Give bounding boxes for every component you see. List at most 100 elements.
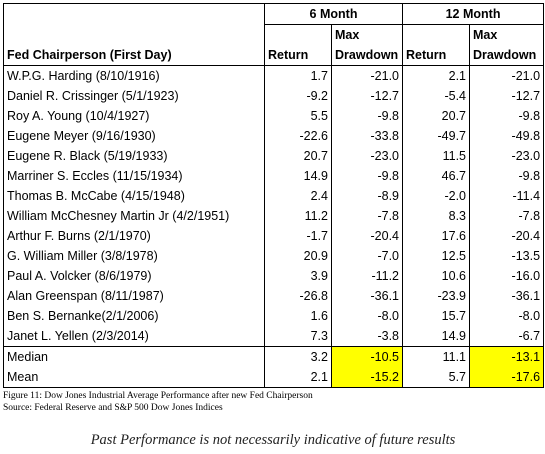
chairperson-name: Arthur F. Burns (2/1/1970) [3, 226, 265, 246]
return-12m-cell: 10.6 [441, 269, 467, 283]
return-6m-cell: 3.2 [264, 346, 332, 367]
chairperson-name: G. William Miller (3/8/1978) [3, 246, 265, 266]
header-fed-chairperson: Fed Chairperson (First Day) [3, 45, 265, 66]
drawdown-6m-cell: -7.8 [330, 206, 404, 226]
caption-title: Figure 11: Dow Jones Industrial Average … [3, 391, 313, 401]
header-12-month: 12 Month [402, 3, 545, 25]
table-row: Paul A. Volcker (8/6/1979) 3.9 -11.2 10.6 -1… [3, 266, 545, 286]
return-12m-cell: -49.7 [437, 129, 467, 143]
chairperson-name: William McChesney Martin Jr (4/2/1951) [3, 206, 265, 226]
return-6m-cell: 14.9 [303, 169, 328, 183]
header-max-12m: Max [469, 24, 545, 45]
header-drawdown-12m: Drawdown [469, 45, 545, 66]
return-6m-cell: 20.9 [303, 249, 328, 263]
return-6m-cell: 20.7 [303, 149, 328, 163]
drawdown-6m-cell: -10.5 [330, 346, 404, 367]
drawdown-6m-cell: -12.7 [330, 86, 404, 106]
return-6m-cell: 1.6 [310, 309, 328, 323]
caption-source: Source: Federal Reserve and S&P 500 Dow … [3, 402, 223, 413]
header-6-month: 6 Month [264, 3, 404, 25]
return-6m-cell: 7.3 [310, 329, 328, 343]
return-6m-cell: 2.4 [310, 189, 328, 203]
header-blank-cell [3, 24, 265, 45]
return-6m-cell: 2.1 [264, 367, 332, 388]
table-row: William McChesney Martin Jr (4/2/1951) 11… [3, 206, 545, 226]
table-row: Janet L. Yellen (2/3/2014) 7.3 -3.8 14.9 -6.… [3, 326, 545, 347]
return-12m-cell: 14.9 [441, 329, 467, 343]
chairperson-name: Marriner S. Eccles (11/15/1934) [3, 166, 265, 186]
drawdown-12m-cell: -36.1 [469, 286, 545, 306]
chairperson-name: Roy A. Young (10/4/1927) [3, 106, 265, 126]
table-row: Marriner S. Eccles (11/15/1934) 14.9 -9.8 4… [3, 166, 545, 186]
drawdown-12m-cell: -9.8 [469, 106, 545, 126]
header-return-6m: Return [264, 45, 332, 66]
drawdown-6m-cell: -7.0 [330, 246, 404, 266]
return-12m-cell: 5.7 [402, 367, 470, 388]
return-12m-cell: 2.1 [448, 69, 467, 83]
chairperson-name: W.P.G. Harding (8/10/1916) [3, 65, 265, 86]
table-row: G. William Miller (3/8/1978) 20.9 -7.0 12.5… [3, 246, 545, 266]
drawdown-12m-cell: -6.7 [469, 326, 545, 347]
return-6m-cell: -26.8 [299, 289, 329, 303]
return-6m-cell: -1.7 [306, 229, 328, 243]
drawdown-6m-cell: -9.8 [330, 106, 404, 126]
header-top-row: Max Max [3, 24, 545, 46]
drawdown-12m-cell: -8.0 [469, 306, 545, 326]
chairperson-name: Eugene R. Black (5/19/1933) [3, 146, 265, 166]
drawdown-6m-cell: -15.2 [330, 367, 404, 388]
header-blank-cell [3, 3, 265, 25]
table-row: Alan Greenspan (8/11/1987) -26.8 -36.1 -23.… [3, 286, 545, 306]
header-max-6m: Max [330, 24, 404, 45]
header-return-12m: Return [402, 45, 470, 66]
drawdown-12m-cell: -11.4 [469, 186, 545, 206]
drawdown-12m-cell: -7.8 [469, 206, 545, 226]
table-row: Eugene R. Black (5/19/1933) 20.7 -23.0 11.5… [3, 146, 545, 166]
chairperson-name: Alan Greenspan (8/11/1987) [3, 286, 265, 306]
return-6m-cell: 1.7 [310, 69, 328, 83]
table-row: Roy A. Young (10/4/1927) 5.5 -9.8 20.7 -9.8 [3, 106, 545, 126]
return-6m-cell: 5.5 [310, 109, 328, 123]
return-6m-cell: 3.9 [310, 269, 328, 283]
chairperson-name: Paul A. Volcker (8/6/1979) [3, 266, 265, 286]
header-group-row: 6 Month 12 Month [3, 3, 545, 25]
table-body: W.P.G. Harding (8/10/1916) 1.7 -21.0 2.1 -21… [3, 65, 545, 347]
summary-body: Median 3.2 -10.5 11.1 -13.1 Mean 2.1 -15.2 5.7 -1… [3, 346, 545, 388]
drawdown-6m-cell: -11.2 [330, 266, 404, 286]
drawdown-6m-cell: -8.9 [330, 186, 404, 206]
return-6m-cell: -9.2 [306, 89, 328, 103]
header-drawdown-6m: Drawdown [330, 45, 404, 66]
return-6m-cell: -22.6 [299, 129, 329, 143]
table-row: Thomas B. McCabe (4/15/1948) 2.4 -8.9 -2.0-… [3, 186, 545, 206]
table-row: Arthur F. Burns (2/1/1970) -1.7 -20.4 17.6-… [3, 226, 545, 246]
table-row: Daniel R. Crissinger (5/1/1923) -9.2 -12.7… [3, 86, 545, 106]
chairperson-name: Thomas B. McCabe (4/15/1948) [3, 186, 265, 206]
figure-caption: Figure 11: Dow Jones Industrial Average … [3, 391, 543, 414]
drawdown-6m-cell: -9.8 [330, 166, 404, 186]
return-12m-cell: -23.9 [437, 289, 467, 303]
summary-label: Mean [3, 367, 265, 388]
chairperson-name: Janet L. Yellen (2/3/2014) [3, 326, 265, 347]
drawdown-6m-cell: -20.4 [330, 226, 404, 246]
drawdown-12m-cell: -49.8 [469, 126, 545, 146]
chairperson-name: Eugene Meyer (9/16/1930) [3, 126, 265, 146]
drawdown-12m-cell: -23.0 [469, 146, 545, 166]
return-12m-cell: 20.7 [441, 109, 467, 123]
chairperson-name: Ben S. Bernanke(2/1/2006) [3, 306, 265, 326]
header-blank-cell [403, 25, 470, 46]
performance-disclaimer: Past Performance is not necessarily indi… [90, 432, 456, 448]
drawdown-12m-cell: -21.0 [469, 65, 545, 86]
drawdown-6m-cell: -23.0 [330, 146, 404, 166]
return-12m-cell: 17.6 [441, 229, 467, 243]
drawdown-12m-cell: -20.4 [469, 226, 545, 246]
summary-row: Median 3.2 -10.5 11.1 -13.1 [3, 346, 545, 367]
summary-row: Mean 2.1 -15.2 5.7 -17.6 [3, 367, 545, 388]
drawdown-12m-cell: -12.7 [469, 86, 545, 106]
header-blank-cell [265, 25, 332, 46]
drawdown-6m-cell: -21.0 [330, 65, 404, 86]
drawdown-12m-cell: -16.0 [469, 266, 545, 286]
return-12m-cell: 8.3 [448, 209, 467, 223]
return-12m-cell: 46.7 [441, 169, 467, 183]
table-row: Eugene Meyer (9/16/1930) -22.6 -33.8 -49.7-… [3, 126, 545, 146]
drawdown-6m-cell: -8.0 [330, 306, 404, 326]
drawdown-12m-cell: -13.1 [469, 346, 545, 367]
